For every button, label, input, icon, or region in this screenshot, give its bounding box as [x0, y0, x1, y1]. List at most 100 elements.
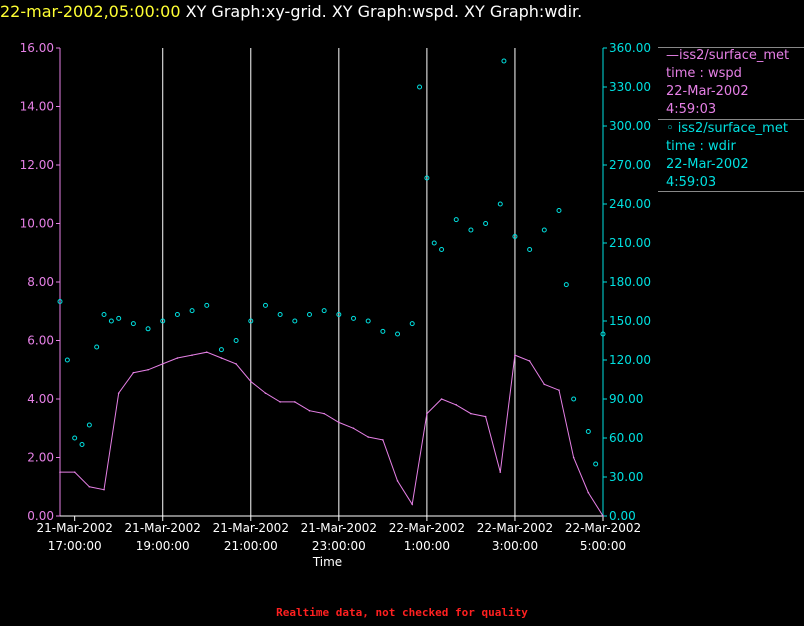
- wspd-data-point: [411, 503, 414, 506]
- left-axis-tick-label: 16.00: [20, 41, 54, 55]
- wdir-data-point: [497, 201, 503, 207]
- wdir-data-point: [593, 461, 599, 467]
- wspd-data-point: [264, 392, 267, 394]
- wspd-data-point: [440, 398, 443, 400]
- wdir-data-point: [468, 227, 474, 233]
- wdir-data-point: [94, 344, 100, 350]
- legend-wdir-date: 22-Mar-2002: [666, 157, 749, 172]
- left-axis-tick-label: 14.00: [20, 100, 54, 114]
- wdir-data-point: [72, 435, 78, 441]
- wdir-data-point: [160, 318, 166, 324]
- wspd-data-point: [132, 371, 135, 374]
- wdir-data-point: [563, 282, 569, 288]
- right-axis-tick-label: 180.00: [609, 275, 651, 289]
- legend-separator: [658, 119, 804, 120]
- right-axis-tick-label: 330.00: [609, 80, 651, 94]
- wspd-data-point: [470, 412, 472, 415]
- right-axis-tick-label: 30.00: [609, 470, 643, 484]
- wspd-data-point: [308, 409, 311, 412]
- wspd-data-point: [352, 427, 355, 430]
- wdir-data-point: [306, 312, 312, 317]
- right-axis-tick-label: 270.00: [609, 158, 651, 172]
- right-axis-tick-label: 300.00: [609, 119, 651, 133]
- wdir-data-point: [453, 217, 459, 223]
- wdir-data-point: [409, 321, 415, 327]
- right-axis-tick-label: 150.00: [609, 314, 651, 328]
- wdir-data-point: [130, 321, 136, 327]
- wspd-data-point: [499, 471, 502, 473]
- wspd-data-point: [88, 485, 91, 488]
- wdir-data-point: [108, 318, 114, 324]
- x-axis-tick-date: 21-Mar-2002: [125, 521, 201, 535]
- wdir-data-point: [101, 312, 107, 317]
- wdir-data-point: [351, 315, 357, 321]
- right-axis-tick-label: 120.00: [609, 353, 651, 367]
- wspd-data-point: [279, 401, 281, 403]
- wspd-data-point: [117, 392, 120, 394]
- x-axis-tick-time: 3:00:00: [492, 539, 538, 553]
- wspd-data-point: [161, 363, 164, 365]
- left-axis-tick-label: 6.00: [27, 334, 54, 348]
- wdir-data-point: [501, 58, 507, 64]
- wdir-data-point: [64, 357, 70, 363]
- wdir-data-point: [218, 347, 224, 353]
- wdir-data-point: [483, 221, 489, 226]
- wspd-data-point: [205, 351, 208, 354]
- wdir-data-point: [174, 312, 180, 317]
- left-axis-tick-label: 2.00: [27, 451, 54, 465]
- x-axis-tick-date: 21-Mar-2002: [37, 521, 113, 535]
- legend-wdir-source: ◦ iss2/surface_met: [666, 121, 788, 136]
- x-axis-tick-time: 21:00:00: [224, 539, 278, 553]
- right-axis-tick-label: 240.00: [609, 197, 651, 211]
- wdir-data-point: [116, 315, 122, 321]
- legend-wspd-date: 22-Mar-2002: [666, 84, 749, 99]
- left-axis-tick-label: 12.00: [20, 158, 54, 172]
- wdir-data-point: [512, 234, 518, 239]
- wspd-data-point: [426, 412, 428, 415]
- x-axis-tick-time: 17:00:00: [48, 539, 102, 553]
- x-axis-tick-time: 23:00:00: [312, 539, 366, 553]
- left-axis-tick-label: 4.00: [27, 392, 54, 406]
- wdir-data-point: [585, 429, 591, 434]
- x-axis-tick-date: 21-Mar-2002: [213, 521, 289, 535]
- wdir-data-point: [277, 312, 283, 317]
- chart-title: 22-mar-2002,05:00:00 XY Graph:xy-grid. X…: [0, 2, 582, 21]
- wspd-data-point: [572, 456, 575, 459]
- wdir-data-point: [233, 338, 239, 343]
- wdir-data-point: [541, 227, 547, 233]
- wspd-data-point: [323, 412, 325, 415]
- wdir-data-point: [57, 299, 63, 304]
- left-axis-tick-label: 0.00: [27, 509, 54, 523]
- wspd-series-line: [60, 351, 604, 517]
- wspd-data-point: [73, 471, 76, 473]
- wdir-data-point: [204, 302, 210, 308]
- wspd-data-point: [558, 389, 560, 392]
- wspd-data-point: [484, 415, 487, 418]
- wdir-data-point: [189, 308, 195, 314]
- legend-wspd-time: 4:59:03: [666, 102, 717, 117]
- wspd-data-point: [338, 421, 340, 424]
- wdir-data-point: [380, 328, 386, 334]
- wspd-data-point: [191, 354, 193, 356]
- right-axis-tick-label: 360.00: [609, 41, 651, 55]
- wspd-data-point: [367, 436, 369, 438]
- wdir-data-point: [571, 396, 577, 402]
- wspd-data-point: [235, 363, 237, 365]
- wspd-data-point: [587, 491, 590, 494]
- wspd-data-point: [396, 480, 399, 482]
- x-axis-tick-date: 22-Mar-2002: [477, 521, 553, 535]
- right-axis-tick-label: 0.00: [609, 509, 636, 523]
- legend-wdir-time: 4:59:03: [666, 175, 717, 190]
- wspd-data-point: [602, 515, 604, 517]
- wdir-data-point: [365, 318, 371, 324]
- x-axis-tick-time: 19:00:00: [136, 539, 190, 553]
- legend-entry-wspd: —iss2/surface_met time : wspd 22-Mar-200…: [666, 47, 789, 119]
- wspd-data-point: [176, 357, 179, 359]
- wspd-data-point: [220, 357, 223, 359]
- right-axis-tick-label: 90.00: [609, 392, 643, 406]
- title-timestamp: 22-mar-2002,05:00:00: [0, 2, 181, 21]
- wspd-data-point: [147, 368, 149, 371]
- x-axis-label: Time: [312, 555, 342, 569]
- wdir-data-point: [556, 208, 562, 213]
- wspd-data-point: [249, 380, 252, 383]
